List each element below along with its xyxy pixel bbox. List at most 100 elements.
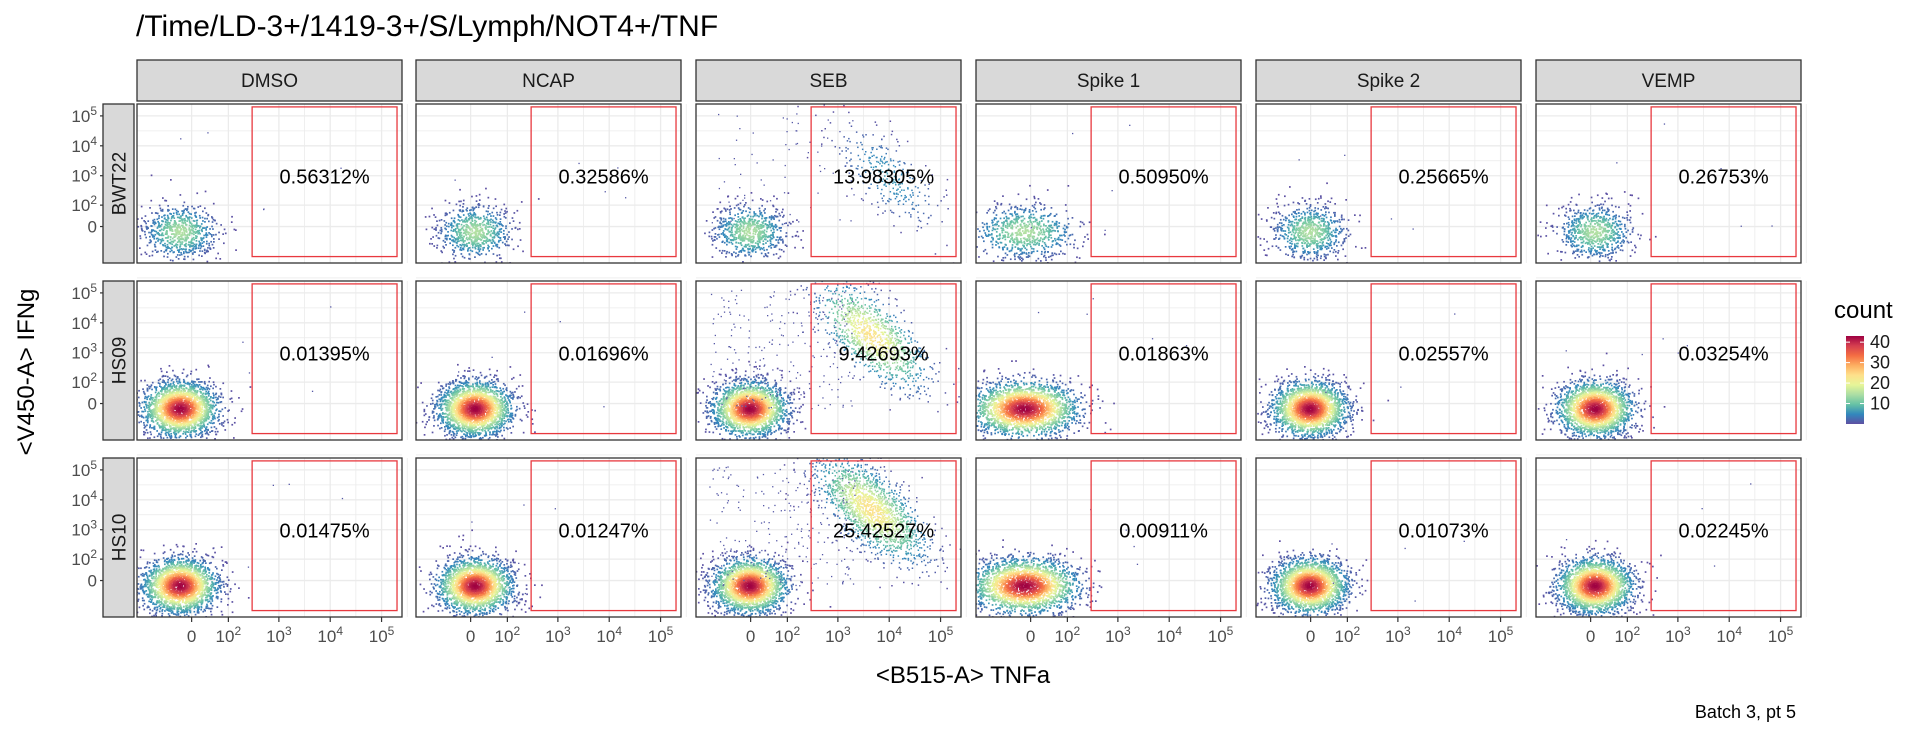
density-point [1624, 223, 1626, 226]
density-point [886, 178, 888, 180]
density-point [499, 214, 501, 216]
density-point [1061, 239, 1064, 241]
density-point [1597, 243, 1600, 245]
density-point [461, 226, 464, 229]
density-point [1057, 242, 1059, 245]
density-point [156, 212, 159, 215]
density-point [1019, 258, 1021, 261]
density-point [481, 229, 484, 232]
density-point [460, 236, 463, 239]
density-point [1592, 230, 1595, 233]
density-point [469, 229, 472, 231]
density-point [1006, 236, 1009, 238]
density-point [749, 232, 751, 234]
density-point [1011, 236, 1013, 239]
density-point [735, 241, 737, 244]
density-point [1587, 218, 1589, 221]
density-point [1347, 229, 1350, 232]
density-point [156, 435, 159, 438]
density-point [180, 235, 182, 238]
density-point [1309, 235, 1312, 238]
density-point [722, 217, 725, 220]
density-point [195, 247, 198, 250]
density-point [992, 238, 994, 241]
density-point [1571, 222, 1574, 225]
density-point [1580, 249, 1583, 252]
density-point [756, 220, 759, 223]
density-point [766, 248, 768, 251]
density-point [1046, 189, 1049, 191]
density-point [1308, 218, 1311, 221]
density-point [499, 239, 502, 242]
density-point [1011, 247, 1014, 250]
density-point [152, 219, 154, 222]
density-point [479, 233, 482, 236]
density-point [1611, 230, 1613, 232]
density-point [178, 233, 181, 235]
density-point [778, 212, 781, 215]
density-point [1570, 196, 1573, 199]
density-point [453, 249, 456, 252]
density-point [1293, 256, 1296, 259]
density-point [1328, 244, 1331, 246]
density-point [1583, 269, 1585, 271]
density-point [1030, 216, 1033, 219]
density-point [1608, 214, 1611, 216]
density-point [1303, 258, 1306, 261]
density-point [1626, 214, 1629, 217]
density-point [204, 252, 206, 255]
density-point [459, 237, 461, 239]
density-point [883, 135, 885, 138]
density-point [762, 236, 765, 238]
density-point [924, 194, 926, 197]
density-point [1056, 226, 1059, 228]
density-point [729, 217, 732, 219]
density-point [832, 111, 835, 113]
density-point [1016, 220, 1018, 222]
density-point [1022, 244, 1024, 247]
density-point [1581, 244, 1584, 247]
density-point [457, 238, 460, 241]
density-point [216, 408, 218, 411]
density-point [1049, 230, 1051, 233]
density-point [728, 201, 730, 203]
density-point [970, 255, 972, 257]
density-point [759, 223, 762, 226]
density-point [876, 148, 878, 150]
density-point [892, 159, 895, 162]
density-point [1550, 225, 1553, 227]
density-point [1338, 231, 1341, 233]
density-point [450, 223, 453, 225]
density-point [202, 210, 204, 213]
density-point [182, 227, 185, 230]
density-point [1610, 235, 1613, 237]
panel-bwt22-ncap: 0.32586% [415, 100, 687, 264]
density-point [741, 249, 743, 252]
density-point [856, 168, 859, 170]
density-point [904, 194, 906, 197]
density-point [468, 231, 471, 234]
density-point [1025, 226, 1028, 229]
density-point [1333, 221, 1336, 224]
density-point [187, 382, 190, 385]
density-point [1047, 246, 1050, 248]
density-point [1263, 238, 1265, 240]
density-point [766, 224, 769, 226]
density-point [1599, 233, 1602, 235]
density-point [1295, 231, 1297, 233]
density-point [731, 226, 733, 229]
density-point [713, 236, 716, 238]
density-point [485, 240, 487, 243]
density-point [992, 227, 994, 229]
density-point [205, 229, 207, 231]
density-point [201, 404, 204, 407]
density-point [1019, 241, 1021, 244]
density-point [1039, 227, 1041, 230]
density-point [1615, 223, 1618, 225]
density-point [741, 211, 744, 214]
density-point [188, 217, 191, 219]
density-point [197, 247, 200, 249]
density-point [182, 218, 184, 221]
density-point [1321, 247, 1323, 250]
